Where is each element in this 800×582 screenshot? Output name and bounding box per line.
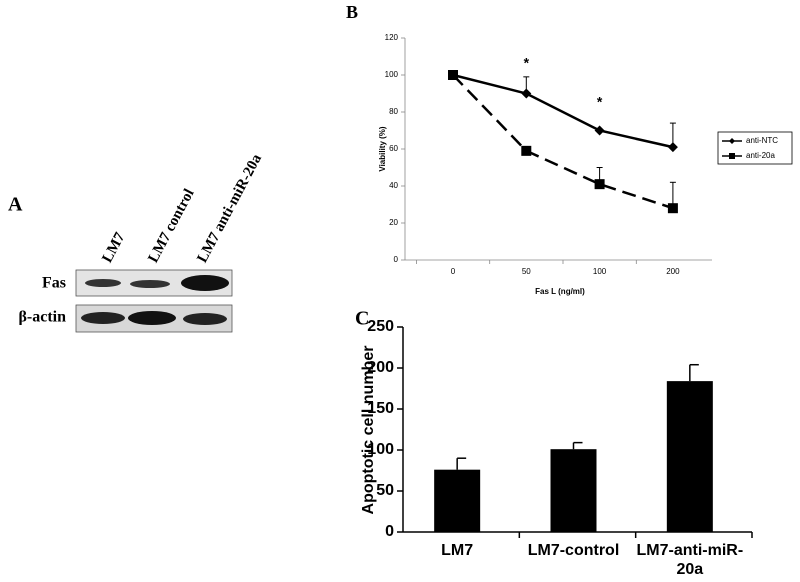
y-tick-label: 150	[367, 400, 394, 417]
annotation: *	[524, 55, 530, 71]
marker	[521, 145, 532, 156]
blot-image	[75, 269, 233, 333]
marker	[594, 179, 605, 190]
lane-label: LM7	[99, 230, 128, 266]
y-tick-label: 100	[385, 70, 399, 79]
x-axis-label: Fas L (ng/ml)	[535, 287, 585, 296]
y-tick-label: 200	[367, 359, 394, 376]
lane-label: LM7 anti-miR-20a	[194, 151, 265, 265]
row-label: β-actin	[18, 309, 66, 326]
legend-box	[717, 131, 793, 165]
x-tick-label: 50	[522, 267, 531, 276]
y-tick-label: 0	[394, 255, 399, 264]
x-tick-label: 0	[451, 267, 456, 276]
panel-label: A	[8, 194, 23, 216]
x-tick-label: LM7-control	[527, 542, 620, 559]
y-tick-label: 80	[389, 107, 398, 116]
y-tick-label: 20	[389, 218, 398, 227]
bar	[666, 381, 713, 532]
y-tick-label: 40	[389, 181, 398, 190]
panel-label: B	[346, 2, 358, 22]
x-tick-label: 100	[593, 267, 607, 276]
legend-label: anti-20a	[746, 151, 775, 160]
legend-marker	[729, 153, 735, 159]
y-tick-label: 0	[385, 523, 394, 540]
y-tick-label: 120	[385, 33, 399, 42]
series-line	[452, 73, 674, 149]
marker	[667, 142, 678, 153]
x-tick-label: LM7-anti-miR-20a	[636, 542, 744, 578]
x-tick-label-box: LM7	[441, 542, 474, 559]
y-axis-label: Apoptotic cell number	[360, 346, 377, 515]
legend-marker	[729, 138, 735, 144]
annotation: *	[597, 93, 603, 109]
x-tick-label-box: LM7-control	[527, 542, 620, 559]
marker	[521, 88, 532, 99]
bar	[550, 449, 597, 532]
marker	[667, 203, 678, 214]
y-tick-label: 250	[367, 318, 394, 335]
x-tick-label: LM7	[441, 542, 474, 559]
x-tick-label: 200	[666, 267, 680, 276]
panel-label: C	[355, 308, 369, 330]
y-tick-label: 100	[367, 441, 394, 458]
row-label: Fas	[42, 275, 66, 292]
x-tick-label-box: LM7-anti-miR-20a	[636, 542, 744, 578]
lane-label: LM7 control	[145, 186, 197, 265]
series-line	[452, 74, 674, 210]
legend-label: anti-NTC	[746, 136, 778, 145]
marker	[448, 70, 458, 80]
y-axis-label: Viability (%)	[378, 126, 387, 172]
bar	[434, 469, 481, 532]
marker	[594, 125, 605, 136]
y-tick-label: 60	[389, 144, 398, 153]
y-tick-label: 50	[376, 482, 394, 499]
